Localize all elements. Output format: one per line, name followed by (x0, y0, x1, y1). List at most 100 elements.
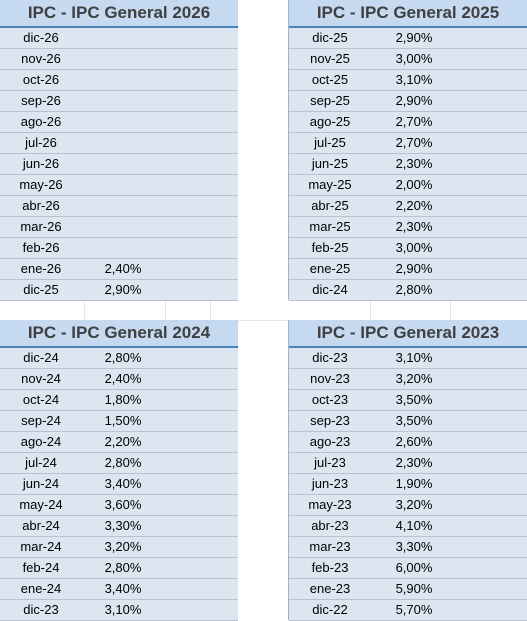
value-cell[interactable]: 3,20% (104, 539, 142, 554)
table-row[interactable]: jun-23 1,90% (289, 474, 527, 495)
table-row[interactable]: sep-24 1,50% (0, 411, 238, 432)
month-cell[interactable]: jun-24 (22, 476, 60, 491)
month-cell[interactable]: oct-24 (22, 392, 60, 407)
value-cell[interactable]: 2,80% (104, 455, 142, 470)
value-cell[interactable]: 2,80% (104, 350, 142, 365)
month-cell[interactable]: sep-25 (310, 93, 350, 108)
table-row[interactable]: feb-23 6,00% (289, 558, 527, 579)
value-cell[interactable]: 1,80% (104, 392, 142, 407)
month-cell[interactable]: feb-26 (22, 240, 60, 255)
table-title[interactable]: IPC - IPC General 2023 (289, 320, 527, 348)
table-title[interactable]: IPC - IPC General 2024 (0, 320, 238, 348)
value-cell[interactable]: 2,80% (395, 282, 433, 297)
month-cell[interactable]: may-25 (308, 177, 352, 192)
table-row[interactable]: ago-25 2,70% (289, 112, 527, 133)
value-cell[interactable]: 5,70% (395, 602, 433, 617)
month-cell[interactable]: dic-23 (312, 350, 348, 365)
table-row[interactable]: jul-25 2,70% (289, 133, 527, 154)
month-cell[interactable]: jul-25 (314, 135, 346, 150)
table-row[interactable]: may-24 3,60% (0, 495, 238, 516)
value-cell[interactable]: 3,00% (395, 51, 433, 66)
table-row[interactable]: mar-25 2,30% (289, 217, 527, 238)
table-row[interactable]: dic-24 2,80% (289, 280, 527, 301)
month-cell[interactable]: dic-24 (23, 350, 59, 365)
month-cell[interactable]: ago-23 (309, 434, 351, 449)
month-cell[interactable]: may-26 (19, 177, 63, 192)
month-cell[interactable]: may-24 (19, 497, 63, 512)
table-row[interactable]: dic-24 2,80% (0, 348, 238, 369)
month-cell[interactable]: oct-26 (22, 72, 60, 87)
table-row[interactable]: ene-24 3,40% (0, 579, 238, 600)
table-row[interactable]: oct-24 1,80% (0, 390, 238, 411)
value-cell[interactable]: 3,40% (104, 476, 142, 491)
table-row[interactable]: ene-25 2,90% (289, 259, 527, 280)
value-cell[interactable]: 3,20% (395, 371, 433, 386)
month-cell[interactable]: dic-23 (23, 602, 59, 617)
value-cell[interactable]: 6,00% (395, 560, 433, 575)
month-cell[interactable]: jul-26 (25, 135, 57, 150)
table-row[interactable]: may-25 2,00% (289, 175, 527, 196)
table-row[interactable]: oct-23 3,50% (289, 390, 527, 411)
month-cell[interactable]: jul-24 (25, 455, 57, 470)
table-row[interactable]: jun-24 3,40% (0, 474, 238, 495)
table-row[interactable]: dic-25 2,90% (289, 28, 527, 49)
value-cell[interactable]: 2,70% (395, 135, 433, 150)
month-cell[interactable]: ene-24 (20, 581, 62, 596)
table-title[interactable]: IPC - IPC General 2026 (0, 0, 238, 28)
value-cell[interactable]: 3,30% (395, 539, 433, 554)
table-row[interactable]: nov-23 3,20% (289, 369, 527, 390)
month-cell[interactable]: nov-23 (310, 371, 350, 386)
month-cell[interactable]: ene-23 (309, 581, 351, 596)
value-cell[interactable]: 1,90% (395, 476, 433, 491)
value-cell[interactable]: 3,10% (395, 72, 433, 87)
month-cell[interactable]: nov-26 (21, 51, 61, 66)
value-cell[interactable]: 3,40% (104, 581, 142, 596)
month-cell[interactable]: ago-24 (20, 434, 62, 449)
value-cell[interactable]: 4,10% (395, 518, 433, 533)
value-cell[interactable]: 3,10% (104, 602, 142, 617)
table-row[interactable]: dic-26 (0, 28, 238, 49)
month-cell[interactable]: dic-25 (312, 30, 348, 45)
month-cell[interactable]: ago-26 (20, 114, 62, 129)
table-row[interactable]: sep-25 2,90% (289, 91, 527, 112)
month-cell[interactable]: ene-25 (309, 261, 351, 276)
table-row[interactable]: mar-24 3,20% (0, 537, 238, 558)
month-cell[interactable]: dic-22 (312, 602, 348, 617)
month-cell[interactable]: mar-23 (309, 539, 351, 554)
table-row[interactable]: ago-26 (0, 112, 238, 133)
table-row[interactable]: may-26 (0, 175, 238, 196)
value-cell[interactable]: 2,30% (395, 455, 433, 470)
value-cell[interactable]: 2,90% (395, 261, 433, 276)
month-cell[interactable]: feb-24 (22, 560, 60, 575)
month-cell[interactable]: abr-23 (311, 518, 349, 533)
table-row[interactable]: jul-24 2,80% (0, 453, 238, 474)
table-row[interactable]: jul-26 (0, 133, 238, 154)
value-cell[interactable]: 1,50% (104, 413, 142, 428)
value-cell[interactable]: 3,50% (395, 413, 433, 428)
table-row[interactable]: abr-24 3,30% (0, 516, 238, 537)
month-cell[interactable]: feb-25 (311, 240, 349, 255)
month-cell[interactable]: jun-26 (22, 156, 60, 171)
table-row[interactable]: nov-24 2,40% (0, 369, 238, 390)
month-cell[interactable]: oct-25 (311, 72, 349, 87)
month-cell[interactable]: abr-26 (22, 198, 60, 213)
month-cell[interactable]: jun-25 (311, 156, 349, 171)
table-row[interactable]: oct-25 3,10% (289, 70, 527, 91)
month-cell[interactable]: dic-25 (23, 282, 59, 297)
table-row[interactable]: jun-25 2,30% (289, 154, 527, 175)
table-row[interactable]: jun-26 (0, 154, 238, 175)
value-cell[interactable]: 2,60% (395, 434, 433, 449)
value-cell[interactable]: 2,30% (395, 156, 433, 171)
table-row[interactable]: abr-26 (0, 196, 238, 217)
value-cell[interactable]: 3,50% (395, 392, 433, 407)
month-cell[interactable]: sep-24 (21, 413, 61, 428)
table-row[interactable]: ago-23 2,60% (289, 432, 527, 453)
value-cell[interactable]: 5,90% (395, 581, 433, 596)
table-row[interactable]: jul-23 2,30% (289, 453, 527, 474)
table-row[interactable]: mar-26 (0, 217, 238, 238)
table-row[interactable]: ene-26 2,40% (0, 259, 238, 280)
table-row[interactable]: feb-25 3,00% (289, 238, 527, 259)
month-cell[interactable]: may-23 (308, 497, 352, 512)
month-cell[interactable]: nov-24 (21, 371, 61, 386)
